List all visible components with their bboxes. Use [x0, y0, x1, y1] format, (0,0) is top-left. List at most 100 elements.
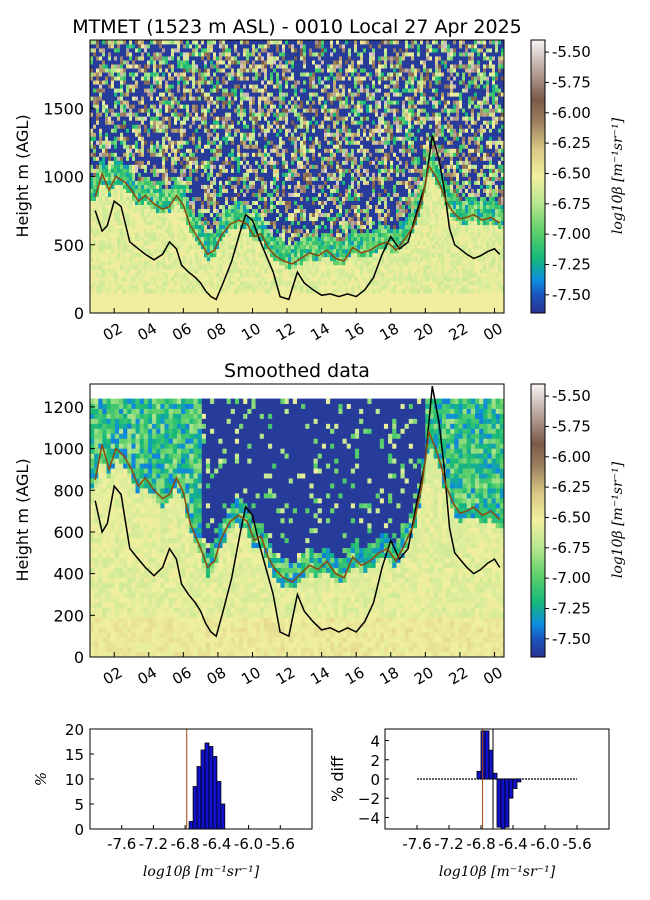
- heatmap-cell: [297, 56, 301, 61]
- heatmap-cell: [108, 164, 112, 169]
- heatmap-cell: [285, 220, 289, 226]
- heatmap-cell: [327, 192, 331, 197]
- heatmap-cell: [324, 96, 328, 101]
- heatmap-cell: [255, 200, 259, 205]
- heatmap-cell: [201, 200, 205, 205]
- heatmap-cell: [276, 168, 280, 173]
- heatmap-cell: [312, 68, 316, 73]
- heatmap-cell: [120, 160, 124, 165]
- heatmap-cell: [102, 272, 106, 278]
- heatmap-cell: [180, 196, 184, 201]
- heatmap-cell: [345, 232, 349, 238]
- heatmap-cell: [159, 80, 163, 85]
- heatmap-cell: [267, 52, 271, 57]
- heatmap-cell: [186, 196, 190, 201]
- heatmap-cell: [279, 44, 283, 49]
- heatmap-cell: [195, 240, 199, 246]
- heatmap-cell: [255, 164, 259, 169]
- heatmap-cell: [153, 92, 157, 97]
- heatmap-cell: [303, 232, 307, 238]
- heatmap-cell: [126, 140, 130, 145]
- heatmap-cell: [162, 48, 166, 53]
- heatmap-cell: [150, 268, 154, 274]
- heatmap-cell: [192, 272, 196, 278]
- heatmap-cell: [204, 148, 208, 153]
- heatmap-cell: [240, 148, 244, 153]
- heatmap-cell: [327, 128, 331, 133]
- heatmap-cell: [300, 192, 304, 197]
- heatmap-cell: [105, 268, 109, 274]
- heatmap-cell: [294, 68, 298, 73]
- heatmap-cell: [210, 204, 214, 210]
- heatmap-cell: [342, 252, 346, 258]
- heatmap-cell: [96, 120, 100, 125]
- heatmap-cell: [285, 40, 289, 45]
- heatmap-cell: [312, 164, 316, 169]
- heatmap-cell: [147, 132, 151, 137]
- heatmap-cell: [216, 244, 220, 250]
- heatmap-cell: [252, 268, 256, 274]
- heatmap-cell: [198, 196, 202, 201]
- heatmap-cell: [273, 40, 277, 45]
- heatmap-cell: [258, 76, 262, 81]
- heatmap-cell: [234, 40, 238, 45]
- heatmap-cell: [267, 288, 271, 294]
- heatmap-cell: [168, 156, 172, 161]
- heatmap-cell: [246, 116, 250, 121]
- heatmap-cell: [108, 96, 112, 101]
- heatmap-cell: [108, 60, 112, 65]
- heatmap-cell: [162, 96, 166, 101]
- heatmap-cell: [342, 220, 346, 226]
- heatmap-cell: [342, 92, 346, 97]
- heatmap-cell: [123, 104, 127, 109]
- heatmap-cell: [294, 252, 298, 258]
- heatmap-cell: [318, 80, 322, 85]
- heatmap-cell: [204, 56, 208, 61]
- heatmap-cell: [189, 264, 193, 270]
- heatmap-cell: [135, 56, 139, 61]
- heatmap-cell: [216, 168, 220, 173]
- heatmap-cell: [96, 64, 100, 69]
- heatmap-cell: [297, 72, 301, 77]
- heatmap-cell: [120, 132, 124, 137]
- heatmap-cell: [234, 96, 238, 101]
- heatmap-cell: [228, 232, 232, 238]
- heatmap-cell: [204, 196, 208, 201]
- heatmap-cell: [270, 156, 274, 161]
- heatmap-cell: [219, 248, 223, 254]
- heatmap-cell: [321, 144, 325, 149]
- heatmap-cell: [105, 156, 109, 161]
- heatmap-cell: [198, 204, 202, 210]
- heatmap-cell: [345, 56, 349, 61]
- heatmap-cell: [228, 132, 232, 137]
- heatmap-cell: [285, 160, 289, 165]
- heatmap-cell: [246, 180, 250, 185]
- heatmap-cell: [213, 92, 217, 97]
- heatmap-cell: [120, 276, 124, 282]
- heatmap-cell: [300, 76, 304, 81]
- heatmap-cell: [327, 120, 331, 125]
- heatmap-cell: [279, 84, 283, 89]
- heatmap-cell: [150, 40, 154, 45]
- heatmap-cell: [90, 152, 94, 157]
- heatmap-cell: [249, 40, 253, 45]
- heatmap-cell: [192, 220, 196, 226]
- heatmap-cell: [285, 56, 289, 61]
- heatmap-cell: [315, 124, 319, 129]
- heatmap-cell: [342, 196, 346, 201]
- heatmap-cell: [318, 44, 322, 49]
- heatmap-cell: [300, 152, 304, 157]
- heatmap-cell: [177, 128, 181, 133]
- heatmap-cell: [306, 168, 310, 173]
- heatmap-cell: [162, 76, 166, 81]
- heatmap-cell: [288, 72, 292, 77]
- heatmap-cell: [123, 188, 127, 193]
- heatmap-cell: [144, 248, 148, 254]
- heatmap-cell: [345, 248, 349, 254]
- heatmap-cell: [195, 228, 199, 234]
- heatmap-cell: [216, 140, 220, 145]
- heatmap-cell: [282, 48, 286, 53]
- heatmap-cell: [102, 252, 106, 258]
- heatmap-cell: [303, 216, 307, 222]
- heatmap-cell: [138, 180, 142, 185]
